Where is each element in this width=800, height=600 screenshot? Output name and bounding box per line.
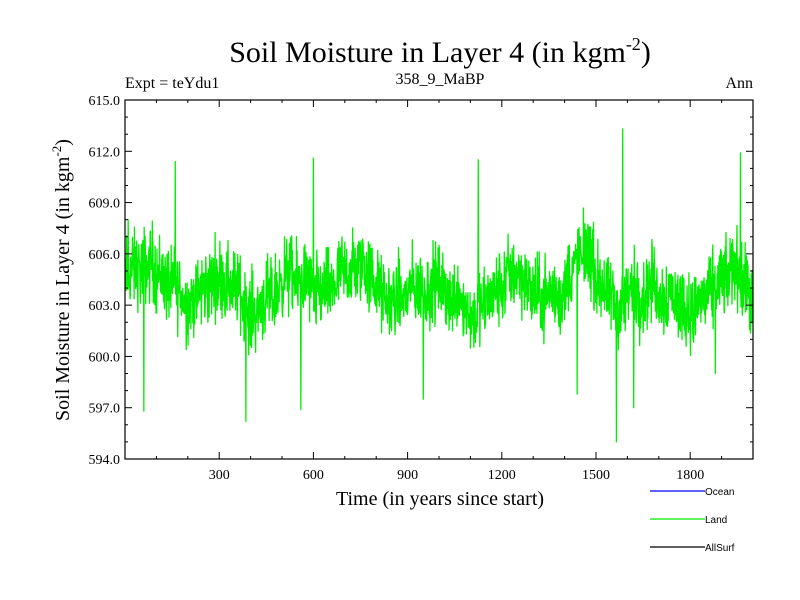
y-tick-label: 612.0: [89, 145, 121, 160]
title-main: Soil Moisture in Layer 4 (in kgm: [229, 36, 626, 69]
axes: 594.0 597.0 600.0 603.0 606.0 609.0 612.0 615.0…: [89, 94, 753, 483]
x-tick-label: 900: [397, 468, 418, 483]
x-tick-label: 1800: [676, 468, 704, 483]
x-tick-label: 1200: [488, 468, 516, 483]
title-close: ): [641, 36, 651, 69]
experiment-label: Expt = teYdu1: [125, 75, 219, 92]
x-tick-label: 300: [209, 468, 230, 483]
y-axis-label-text: Soil Moisture in Layer 4 (in kgm-2): [49, 139, 74, 421]
x-axis-label: Time (in years since start): [336, 488, 544, 510]
y-tick-label: 600.0: [89, 350, 121, 365]
x-tick-label: 1500: [582, 468, 610, 483]
period-label: 358_9_MaBP: [396, 71, 485, 88]
y-tick-label: 594.0: [89, 453, 121, 468]
chart-title: Soil Moisture in Layer 4 (in kgm-2): [229, 34, 651, 69]
legend-item-ocean: Ocean: [650, 487, 734, 498]
legend-label: Land: [705, 515, 727, 526]
y-axis-label: Soil Moisture in Layer 4 (in kgm-2): [49, 139, 74, 421]
y-tick-label: 597.0: [89, 402, 121, 417]
y-tick-label: 603.0: [89, 299, 121, 314]
y-axis-label-main: Soil Moisture in Layer 4 (in kgm: [52, 156, 74, 421]
x-tick-label: 600: [303, 468, 324, 483]
y-axis-label-close: ): [52, 139, 74, 146]
season-label: Ann: [725, 75, 753, 92]
series-line-land: [124, 128, 754, 443]
legend-label: Ocean: [705, 487, 734, 498]
y-tick-label: 609.0: [89, 197, 121, 212]
title-superscript: -2: [626, 34, 641, 54]
y-axis-label-superscript: -2: [49, 146, 64, 157]
y-tick-label: 606.0: [89, 248, 121, 263]
legend-label: AllSurf: [705, 543, 735, 554]
title-text: Soil Moisture in Layer 4 (in kgm-2): [229, 34, 651, 69]
legend-item-allsurf: AllSurf: [650, 543, 735, 554]
plot-area: [124, 128, 754, 443]
legend: Ocean Land AllSurf: [650, 487, 735, 554]
legend-item-land: Land: [650, 515, 727, 526]
y-tick-label: 615.0: [89, 94, 121, 109]
